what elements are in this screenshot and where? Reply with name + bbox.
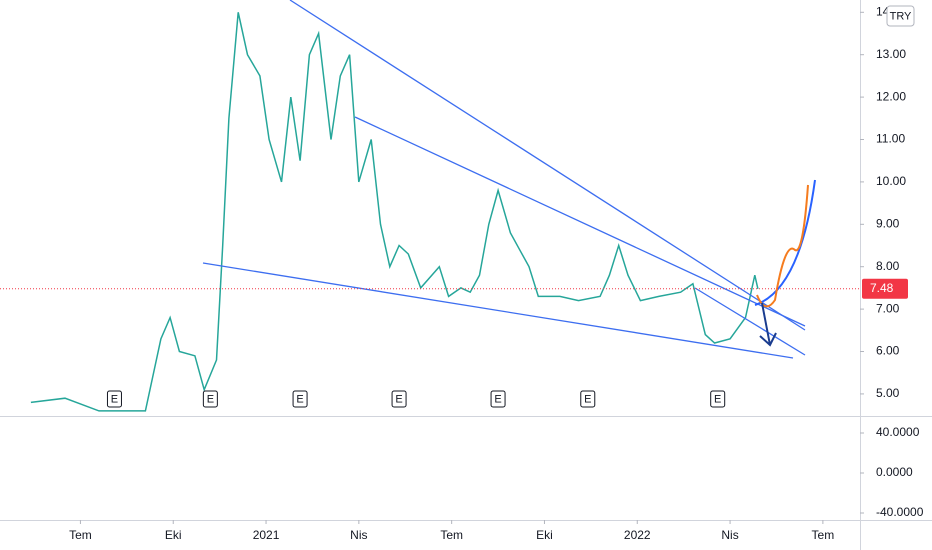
earnings-marker	[710, 390, 726, 408]
marks	[30, 12, 759, 412]
trendline	[694, 287, 806, 356]
last-price-label: 7.48	[870, 281, 894, 295]
x-tick-label: Eki	[536, 528, 553, 542]
earnings-label: E	[584, 393, 591, 405]
earnings-label: E	[395, 393, 402, 405]
y-tick-label: 40.0000	[876, 425, 920, 439]
last-price-box	[862, 278, 908, 299]
y-tick-label: 8.00	[876, 259, 900, 273]
y-tick-label: 13.00	[876, 47, 906, 61]
earnings-label: E	[714, 393, 721, 405]
earnings-marker	[490, 390, 506, 408]
x-tick-label: Tem	[440, 528, 463, 542]
earnings-marker	[391, 390, 407, 408]
y-tick-label: 9.00	[876, 216, 900, 230]
currency-box	[886, 5, 915, 27]
x-tick-label: 2021	[253, 528, 280, 542]
y-tick-label: 7.00	[876, 301, 900, 315]
currency-label: TRY	[890, 10, 912, 22]
earnings-label: E	[207, 393, 214, 405]
y-tick-label: 10.00	[876, 174, 906, 188]
arrow	[759, 302, 777, 347]
x-tick-label: Tem	[812, 528, 835, 542]
earnings-label: E	[494, 393, 501, 405]
trendline	[289, 0, 806, 331]
earnings-label: E	[111, 393, 118, 405]
y-tick-label: 0.0000	[876, 465, 913, 479]
earnings-label: E	[296, 393, 303, 405]
earnings-marker	[292, 390, 308, 408]
x-tick-label: Nis	[721, 528, 738, 542]
y-tick-label: -40.0000	[876, 505, 924, 519]
trendline	[202, 262, 794, 359]
earnings-marker	[580, 390, 596, 408]
drawings	[202, 0, 816, 359]
price-line	[30, 12, 759, 412]
ui: 5.00 6.00 7.00 8.00 9.00 10.00 11.00 12.00 13.00…	[0, 4, 924, 542]
trendline	[354, 116, 806, 327]
earnings-marker	[202, 390, 218, 408]
x-tick-label: Tem	[69, 528, 92, 542]
x-tick-label: Nis	[350, 528, 367, 542]
earnings-marker	[106, 390, 122, 408]
x-tick-label: 2022	[624, 528, 651, 542]
y-tick-label: 6.00	[876, 344, 900, 358]
x-tick-label: Eki	[165, 528, 182, 542]
projection-curve	[754, 179, 816, 306]
y-tick-label: 5.00	[876, 386, 900, 400]
y-tick-label: 11.00	[876, 132, 905, 146]
projection-curve	[756, 184, 809, 308]
y-tick-label: 12.00	[876, 89, 906, 103]
